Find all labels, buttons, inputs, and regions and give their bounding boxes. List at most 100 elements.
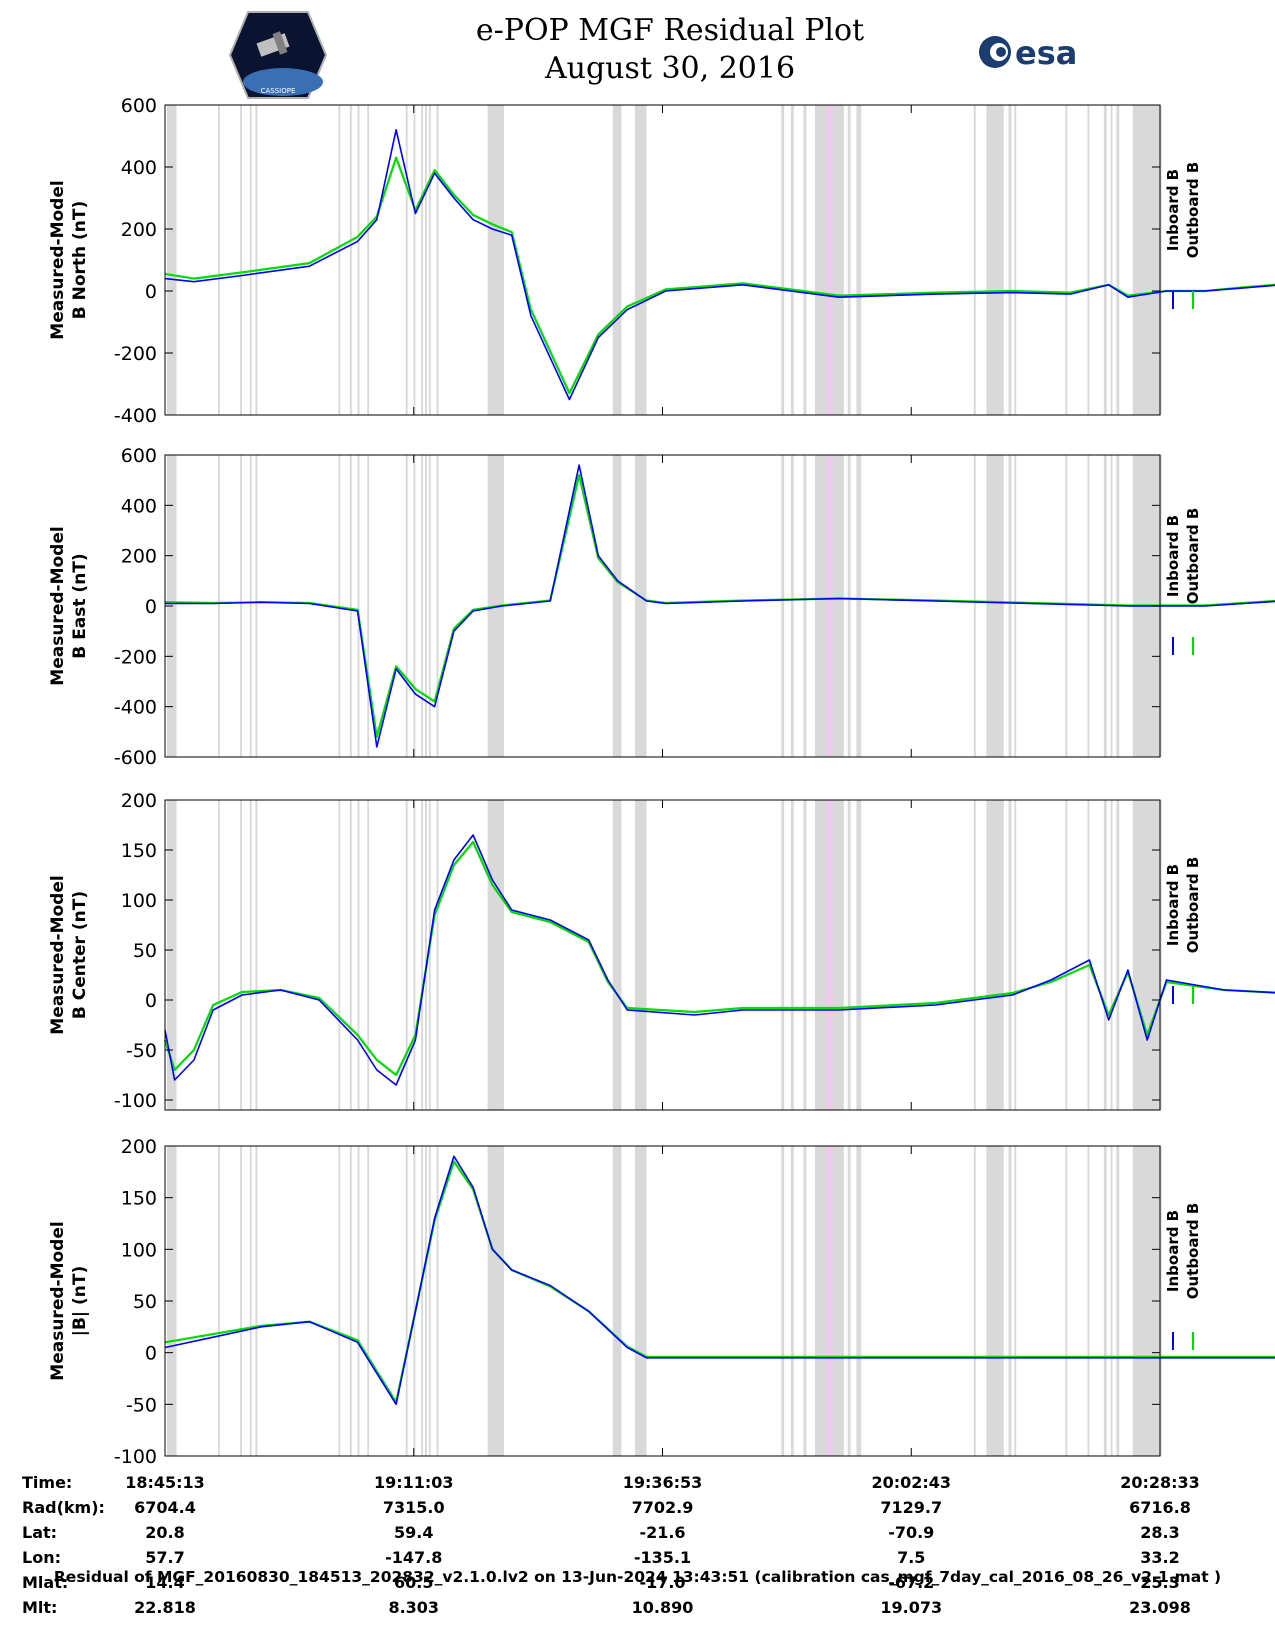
- shade-band: [436, 1146, 439, 1456]
- shade-band: [405, 105, 408, 415]
- info-cell: 33.2: [1140, 1548, 1179, 1567]
- shade-band: [421, 1146, 424, 1456]
- info-row-label: Rad(km):: [22, 1498, 105, 1517]
- cassiope-logo-text: CASSIOPE: [261, 87, 296, 95]
- shade-band: [338, 455, 341, 757]
- legend-inboard-label: Inboard B: [1164, 169, 1182, 251]
- panel-1: 600 400 200 0 -200 -400 Measured-Model B North …: [48, 95, 1275, 427]
- legend-outboard-label: Outboard B: [1184, 162, 1202, 259]
- shade-band: [1110, 105, 1113, 415]
- shade-band: [1065, 800, 1068, 1110]
- y-axis-label-line-1: Measured-Model: [48, 526, 68, 685]
- shade-band: [367, 800, 370, 1110]
- y-tick-label: 400: [121, 157, 157, 179]
- shade-band: [421, 455, 424, 757]
- shade-band: [357, 1146, 360, 1456]
- y-tick-label: 0: [145, 596, 157, 618]
- shade-band: [249, 1146, 252, 1456]
- shade-band: [338, 1146, 341, 1456]
- y-tick-label: 600: [121, 445, 157, 467]
- shade-band: [240, 1146, 243, 1456]
- info-cell: -21.6: [639, 1523, 685, 1542]
- shade-band: [634, 800, 647, 1110]
- shade-band: [803, 105, 807, 415]
- shade-band: [986, 1146, 1004, 1456]
- info-cell: 19:36:53: [623, 1473, 703, 1492]
- inboard-line: [164, 834, 1275, 1086]
- shade-band: [1008, 105, 1012, 415]
- shade-band: [487, 1146, 504, 1456]
- shade-band: [487, 105, 504, 415]
- shade-band: [634, 105, 647, 415]
- y-tick-label: 0: [145, 281, 157, 303]
- title-line-1: e-POP MGF Residual Plot: [475, 13, 865, 48]
- y-axis-label: Measured-Model B North (nT): [48, 180, 90, 339]
- legend-inboard-label: Inboard B: [1164, 515, 1182, 597]
- info-cell: -67.2: [888, 1573, 934, 1592]
- shade-band: [436, 800, 439, 1110]
- info-cell: 25.3: [1140, 1573, 1179, 1592]
- cassiope-logo: CASSIOPE: [228, 11, 328, 99]
- shade-band: [357, 455, 360, 757]
- info-cell: -135.1: [634, 1548, 691, 1567]
- y-axis-label-line-2: |B| (nT): [70, 1266, 90, 1337]
- info-cell: 6704.4: [134, 1498, 196, 1517]
- shade-band: [405, 800, 408, 1110]
- info-cell: 8.303: [388, 1598, 439, 1617]
- y-tick-label: 100: [121, 1239, 157, 1261]
- panel-4: 200 150 100 50 0 -50 -100 Measured-Model |B| (nT…: [48, 1136, 1275, 1468]
- shade-band: [217, 105, 220, 415]
- info-cell: 20:28:33: [1120, 1473, 1200, 1492]
- info-row-label: Mlt:: [22, 1598, 57, 1617]
- shade-band: [641, 1146, 647, 1456]
- info-cell: 20:02:43: [871, 1473, 951, 1492]
- y-tick-label: -100: [114, 1090, 157, 1112]
- shade-band: [367, 455, 370, 757]
- legend-labels: Inboard B Outboard B: [1164, 857, 1202, 954]
- shade-band: [634, 1146, 647, 1456]
- shade-band: [847, 455, 851, 757]
- y-axis-label-line-1: Measured-Model: [48, 1221, 68, 1380]
- shade-band: [255, 1146, 258, 1456]
- shade-band: [255, 105, 258, 415]
- shade-band: [349, 1146, 352, 1456]
- shade-band: [973, 800, 976, 1110]
- y-tick-label: 0: [145, 990, 157, 1012]
- info-cell: 7.5: [897, 1548, 925, 1567]
- shade-band: [1087, 455, 1090, 757]
- info-cell: 7702.9: [632, 1498, 694, 1517]
- info-cell: 7315.0: [383, 1498, 445, 1517]
- shade-band: [803, 800, 807, 1110]
- shade-band: [1103, 800, 1107, 1110]
- y-axis-label-line-1: Measured-Model: [48, 180, 68, 339]
- shade-band: [1014, 105, 1017, 415]
- outboard-line: [163, 840, 1275, 1077]
- shade-band: [255, 455, 258, 757]
- y-tick-label: 400: [121, 495, 157, 517]
- legend-inboard-label: Inboard B: [1164, 864, 1182, 946]
- shade-band: [1014, 800, 1017, 1110]
- shade-band: [487, 800, 504, 1110]
- legend-labels: Inboard B Outboard B: [1164, 508, 1202, 605]
- outboard-line: [164, 156, 1275, 395]
- shade-band: [790, 1146, 794, 1456]
- shade-band: [1103, 1146, 1107, 1456]
- shade-band: [217, 455, 220, 757]
- shade-band: [367, 1146, 370, 1456]
- shade-band: [1110, 800, 1113, 1110]
- info-cell: 6716.8: [1129, 1498, 1191, 1517]
- shade-band: [424, 455, 427, 757]
- y-tick-label: 200: [121, 546, 157, 568]
- esa-logo-text: esa: [1015, 34, 1077, 72]
- shade-band: [1116, 105, 1120, 415]
- shade-band: [413, 1146, 416, 1456]
- panel-3: 200 150 100 50 0 -50 -100 Measured-Model B Cente…: [48, 790, 1275, 1112]
- shade-band: [973, 105, 976, 415]
- y-tick-label: 150: [121, 1188, 157, 1210]
- y-tick-label: 150: [121, 840, 157, 862]
- shade-band: [641, 105, 647, 415]
- shade-band: [856, 105, 862, 415]
- shade-band: [1087, 1146, 1090, 1456]
- y-tick-label: -600: [114, 747, 157, 769]
